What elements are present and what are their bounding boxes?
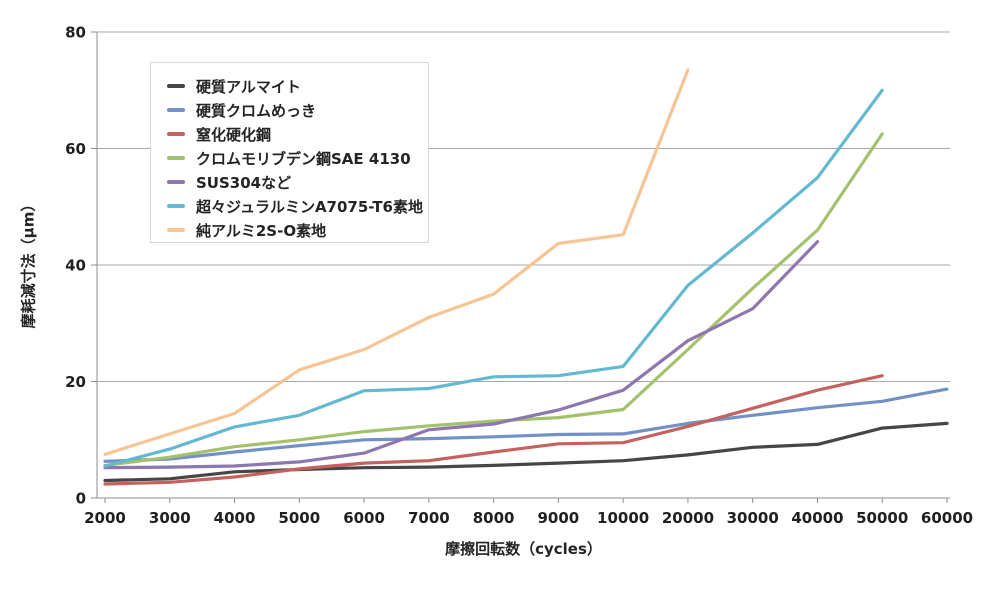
legend-item-1: 硬質クロムめっき <box>167 98 428 122</box>
legend-label-6: 純アルミ2S-O素地 <box>196 221 327 240</box>
legend-label-5: 超々ジュラルミンA7075-T6素地 <box>196 197 423 216</box>
x-tick-label-3000: 3000 <box>149 509 191 527</box>
y-tick-label-0: 0 <box>76 490 86 508</box>
series-line-2 <box>103 374 884 486</box>
legend-swatch-6 <box>167 228 185 232</box>
y-tick-label-60: 60 <box>65 140 86 158</box>
x-tick-label-5000: 5000 <box>278 509 320 527</box>
legend-swatch-5 <box>167 204 185 208</box>
legend-item-5: 超々ジュラルミンA7075-T6素地 <box>167 194 428 218</box>
legend: 硬質アルマイト 硬質クロムめっき 窒化硬化鋼クロムモリブデン鋼SAE 4130 SUS… <box>150 62 429 243</box>
x-tick-label-8000: 8000 <box>473 509 515 527</box>
y-tick-label-80: 80 <box>65 24 86 42</box>
legend-label-0: 硬質アルマイト <box>196 77 301 96</box>
legend-label-1: 硬質クロムめっき <box>196 101 317 120</box>
legend-label-3: クロムモリブデン鋼SAE 4130 <box>196 149 411 168</box>
series-line-5 <box>103 88 884 468</box>
x-tick-label-60000: 60000 <box>921 509 973 527</box>
x-tick-label-7000: 7000 <box>408 509 450 527</box>
legend-label-4: SUS304など <box>196 173 292 192</box>
legend-item-0: 硬質アルマイト <box>167 74 428 98</box>
x-tick-label-40000: 40000 <box>791 509 843 527</box>
x-tick-label-4000: 4000 <box>214 509 256 527</box>
series-line-4 <box>103 240 820 470</box>
series-line-1 <box>103 387 949 463</box>
legend-item-3: クロムモリブデン鋼SAE 4130 <box>167 146 428 170</box>
legend-item-6: 純アルミ2S-O素地 <box>167 218 428 242</box>
legend-swatch-2 <box>167 132 185 136</box>
x-axis-title: 摩擦回転数（cycles） <box>445 540 602 558</box>
x-tick-label-2000: 2000 <box>84 509 126 527</box>
x-tick-label-9000: 9000 <box>538 509 580 527</box>
legend-swatch-4 <box>167 180 185 184</box>
series-line-0 <box>103 421 949 483</box>
y-axis-title: 摩耗減寸法（μm） <box>19 196 38 329</box>
legend-label-2: 窒化硬化鋼 <box>196 125 272 144</box>
legend-swatch-1 <box>167 108 185 112</box>
x-tick-label-20000: 20000 <box>662 509 714 527</box>
legend-swatch-0 <box>167 84 185 88</box>
series-line-3 <box>103 132 884 467</box>
y-tick-label-20: 20 <box>65 373 86 391</box>
legend-item-4: SUS304など <box>167 170 428 194</box>
legend-item-2: 窒化硬化鋼 <box>167 122 428 146</box>
legend-swatch-3 <box>167 156 185 160</box>
y-tick-label-40: 40 <box>65 257 86 275</box>
series-line-6 <box>103 68 690 456</box>
x-tick-label-6000: 6000 <box>343 509 385 527</box>
x-tick-label-30000: 30000 <box>727 509 779 527</box>
x-tick-label-50000: 50000 <box>856 509 908 527</box>
x-tick-label-10000: 10000 <box>597 509 649 527</box>
